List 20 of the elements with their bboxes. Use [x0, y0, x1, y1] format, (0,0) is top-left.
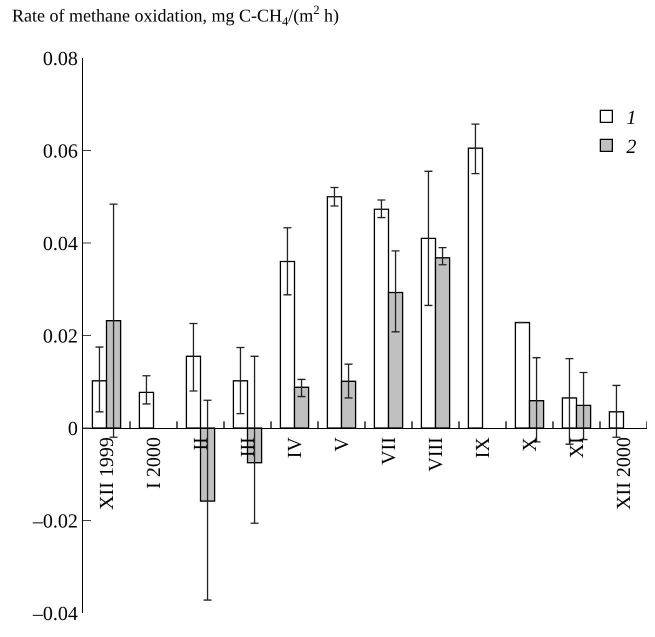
x-tick-label: XI	[566, 437, 588, 458]
y-tick-label: –0.02	[32, 510, 78, 532]
x-tick-label: V	[331, 436, 353, 452]
y-tick-label: 0.04	[42, 233, 78, 255]
x-tick-label: IV	[284, 436, 306, 458]
y-tick-label: 0.08	[42, 48, 78, 70]
legend-label: 1	[626, 107, 636, 130]
legend-label: 2	[626, 136, 636, 158]
x-tick-label: I 2000	[143, 437, 165, 489]
y-axis-title: Rate of methane oxidation, mg C-CH$_{4}$/(m$^{2}$ h)	[12, 3, 340, 28]
x-tick-label: XII 2000	[613, 437, 635, 510]
x-tick-label: VIII	[425, 437, 447, 472]
x-tick-label: X	[519, 436, 541, 452]
y-tick-label: 0	[68, 418, 78, 440]
y-tick-label: 0.06	[42, 140, 78, 162]
y-tick-label: –0.04	[32, 603, 78, 625]
x-tick-label: VII	[378, 437, 400, 465]
y-tick-label: 0.02	[42, 326, 78, 348]
x-tick-label: XII 1999	[96, 437, 118, 510]
x-tick-label: IX	[472, 436, 494, 458]
